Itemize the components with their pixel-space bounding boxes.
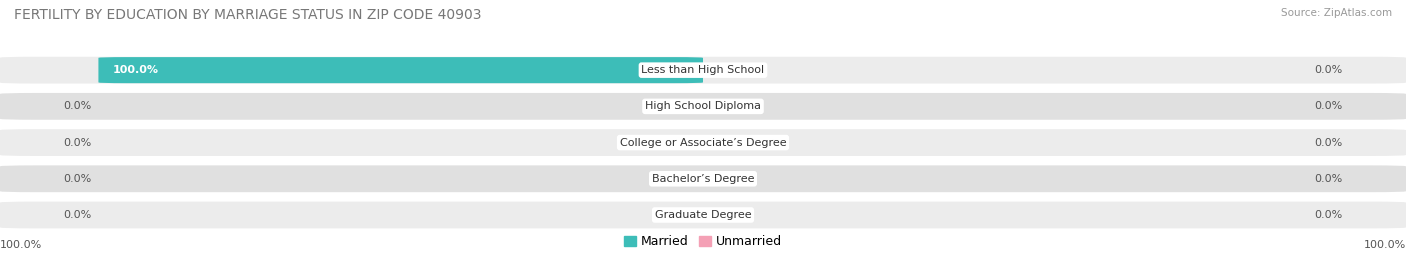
- FancyBboxPatch shape: [0, 57, 1406, 84]
- FancyBboxPatch shape: [0, 201, 1406, 228]
- Text: 100.0%: 100.0%: [0, 240, 42, 250]
- Text: FERTILITY BY EDUCATION BY MARRIAGE STATUS IN ZIP CODE 40903: FERTILITY BY EDUCATION BY MARRIAGE STATU…: [14, 8, 482, 22]
- Text: 0.0%: 0.0%: [63, 137, 91, 148]
- Text: 0.0%: 0.0%: [63, 101, 91, 111]
- Text: 0.0%: 0.0%: [63, 174, 91, 184]
- Text: 0.0%: 0.0%: [1315, 65, 1343, 75]
- Text: Bachelor’s Degree: Bachelor’s Degree: [652, 174, 754, 184]
- Text: 0.0%: 0.0%: [63, 210, 91, 220]
- Text: Less than High School: Less than High School: [641, 65, 765, 75]
- FancyBboxPatch shape: [98, 57, 703, 83]
- Text: Graduate Degree: Graduate Degree: [655, 210, 751, 220]
- Legend: Married, Unmarried: Married, Unmarried: [619, 230, 787, 253]
- Text: College or Associate’s Degree: College or Associate’s Degree: [620, 137, 786, 148]
- Text: High School Diploma: High School Diploma: [645, 101, 761, 111]
- Text: 0.0%: 0.0%: [1315, 174, 1343, 184]
- FancyBboxPatch shape: [0, 165, 1406, 192]
- Text: 0.0%: 0.0%: [1315, 101, 1343, 111]
- Text: 0.0%: 0.0%: [1315, 210, 1343, 220]
- Text: Source: ZipAtlas.com: Source: ZipAtlas.com: [1281, 8, 1392, 18]
- Text: 100.0%: 100.0%: [1364, 240, 1406, 250]
- FancyBboxPatch shape: [0, 129, 1406, 156]
- FancyBboxPatch shape: [0, 93, 1406, 120]
- Text: 100.0%: 100.0%: [112, 65, 159, 75]
- Text: 0.0%: 0.0%: [1315, 137, 1343, 148]
